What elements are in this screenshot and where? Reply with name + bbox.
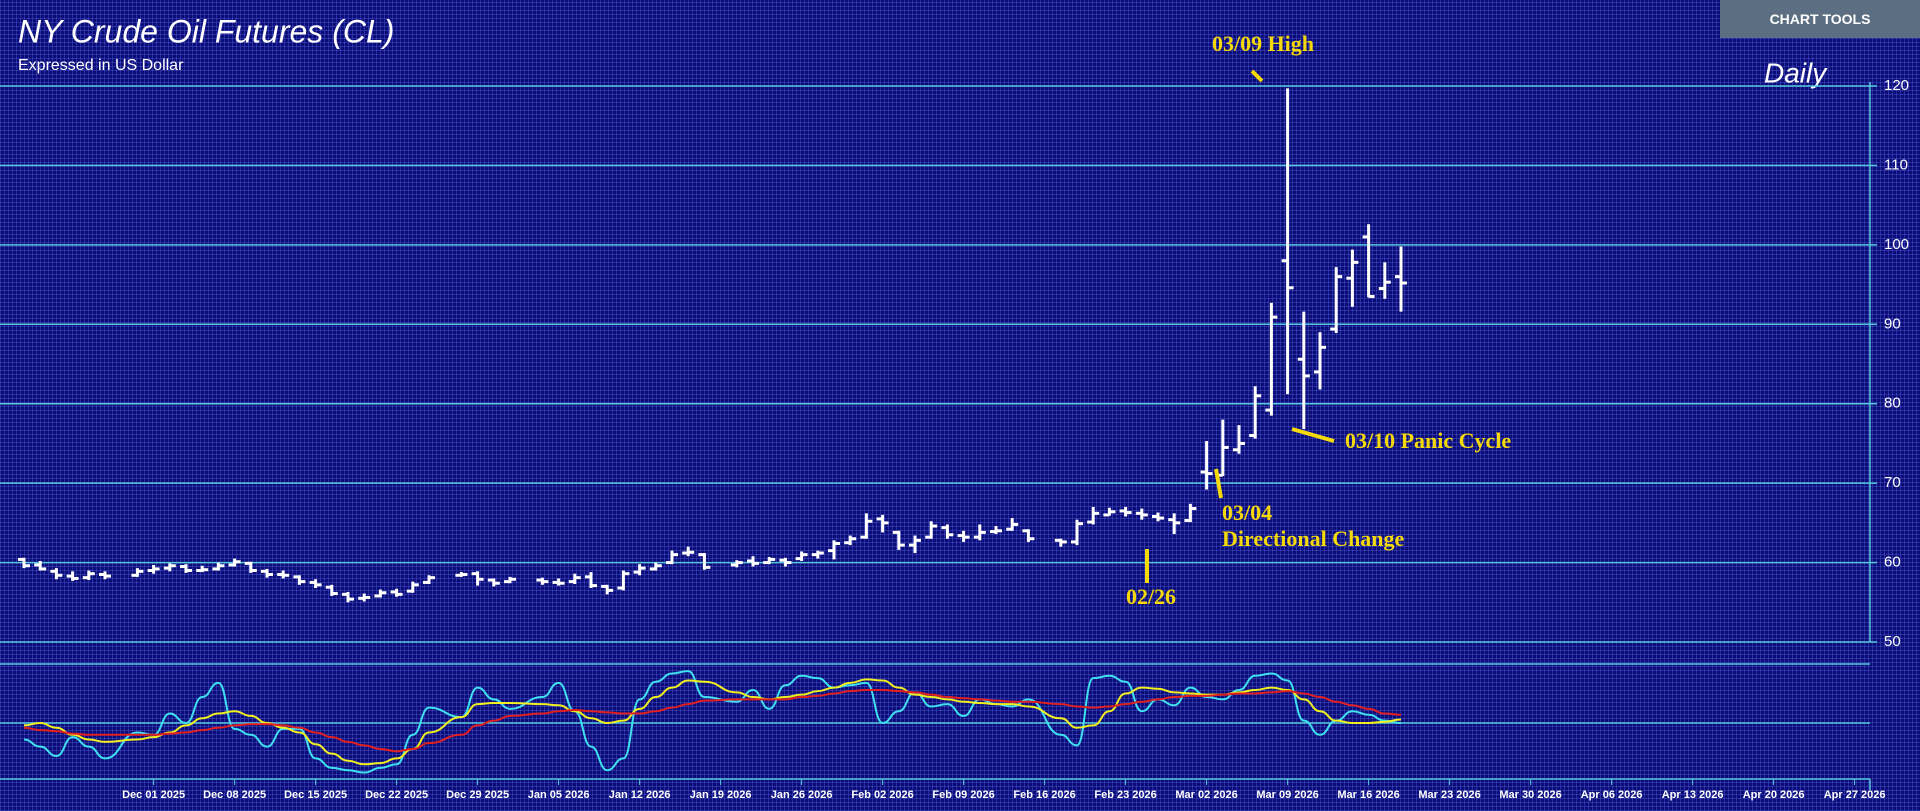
x-tick-label: Mar 16 2026 [1337, 789, 1399, 801]
x-tick-label: Feb 02 2026 [851, 789, 913, 801]
annotation-pointer [1250, 69, 1264, 83]
x-tick-label: Dec 15 2025 [284, 789, 347, 801]
x-tick-label: Feb 23 2026 [1094, 789, 1156, 801]
x-tick-label: Jan 05 2026 [528, 789, 590, 801]
x-tick-label: Dec 08 2025 [203, 789, 266, 801]
annotation: 02/26 [1126, 584, 1176, 609]
x-tick-label: Apr 20 2026 [1743, 789, 1805, 801]
x-tick-label: Jan 12 2026 [609, 789, 671, 801]
y-tick-label: 100 [1884, 236, 1909, 253]
x-tick-label: Mar 09 2026 [1256, 789, 1318, 801]
chart-subtitle: Expressed in US Dollar [18, 57, 184, 74]
y-tick-label: 90 [1884, 315, 1901, 332]
y-tick-label: 50 [1884, 633, 1901, 650]
x-tick-label: Mar 02 2026 [1175, 789, 1237, 801]
indicator-line [23, 678, 1402, 766]
annotation: Directional Change [1222, 526, 1405, 551]
x-tick-label: Dec 01 2025 [122, 789, 185, 801]
indicator-line [23, 670, 1402, 774]
y-tick-label: 70 [1884, 474, 1901, 491]
annotation-pointer [1291, 427, 1335, 443]
x-tick-label: Jan 19 2026 [690, 789, 752, 801]
x-tick-label: Feb 09 2026 [932, 789, 994, 801]
x-tick-label: Feb 16 2026 [1013, 789, 1075, 801]
x-tick-label: Apr 06 2026 [1581, 789, 1643, 801]
annotation: 03/10 Panic Cycle [1345, 428, 1511, 453]
x-tick-label: Mar 30 2026 [1499, 789, 1561, 801]
annotation: 03/04 [1222, 500, 1272, 525]
x-tick-label: Apr 27 2026 [1824, 789, 1886, 801]
y-tick-label: 120 [1884, 77, 1909, 94]
annotation: 03/09 High [1212, 31, 1314, 56]
x-tick-label: Dec 29 2025 [446, 789, 509, 801]
period-label: Daily [1764, 57, 1828, 88]
chart-title: NY Crude Oil Futures (CL) [18, 13, 394, 49]
chart-tools-button[interactable]: CHART TOOLS [1720, 0, 1920, 38]
indicator-line [23, 688, 1402, 753]
x-tick-label: Mar 23 2026 [1418, 789, 1480, 801]
annotation-pointer [1214, 468, 1223, 499]
y-tick-label: 110 [1884, 156, 1908, 173]
y-tick-label: 80 [1884, 395, 1901, 412]
x-tick-label: Apr 13 2026 [1662, 789, 1724, 801]
y-tick-label: 60 [1884, 554, 1901, 571]
x-tick-label: Jan 26 2026 [771, 789, 833, 801]
x-tick-label: Dec 22 2025 [365, 789, 428, 801]
